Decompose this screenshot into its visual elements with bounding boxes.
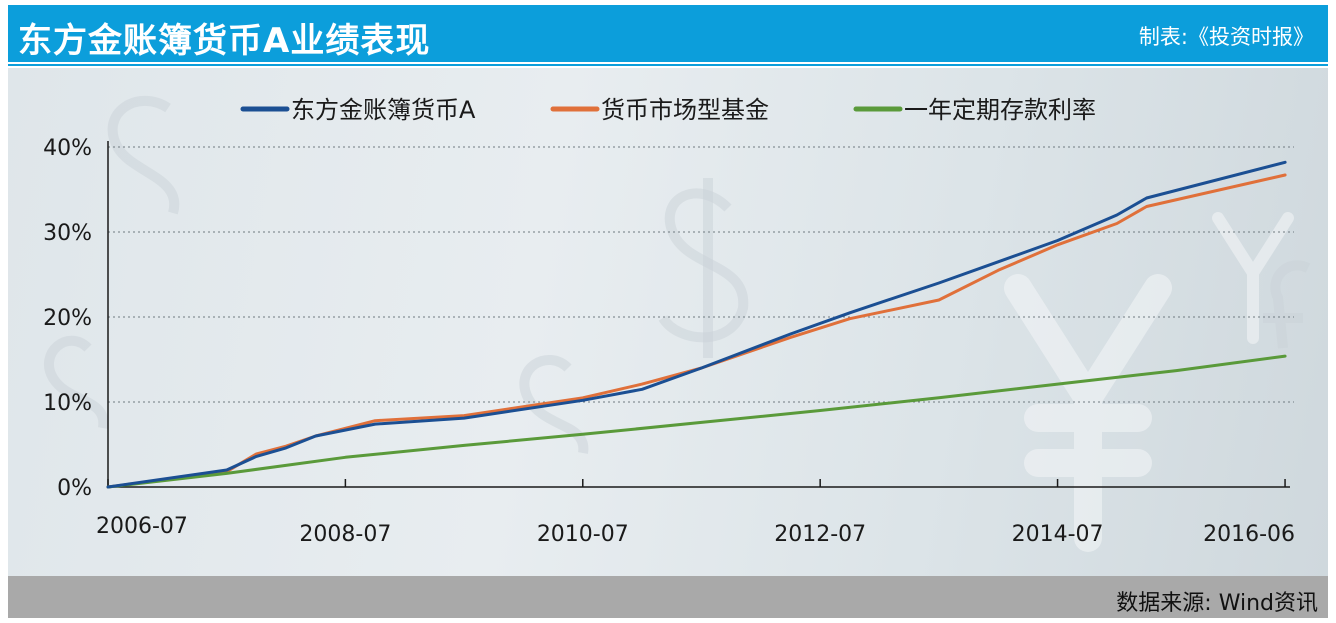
series-line-1 <box>106 160 1287 489</box>
data-source-label: 数据来源: Wind资讯 <box>1116 591 1318 616</box>
credit-label: 制表:《投资时报》 <box>1138 25 1314 49</box>
title-bar: 东方金账簿货币A业绩表现 制表:《投资时报》 <box>8 5 1328 62</box>
axes <box>107 141 1290 488</box>
legend-label: 一年定期存款利率 <box>904 96 1096 124</box>
gridlines <box>108 146 1294 403</box>
series-lines <box>106 160 1287 489</box>
legend: 东方金账簿货币A 货币市场型基金 一年定期存款利率 <box>240 96 1096 124</box>
x-tick-label: 2012-07 <box>774 522 866 547</box>
x-tick-label: 2010-07 <box>537 522 629 547</box>
y-tick-label: 40% <box>43 136 92 161</box>
x-tick-label: 2008-07 <box>299 522 391 547</box>
series-line-3 <box>106 354 1287 489</box>
y-tick-label: 10% <box>43 391 92 416</box>
chart-panel: 东方金账簿货币A 货币市场型基金 一年定期存款利率 0% 10% 20% 30% 40% 2… <box>8 68 1328 576</box>
y-tick-label: 0% <box>57 476 92 501</box>
title-divider <box>8 64 1328 66</box>
footer-bar: 数据来源: Wind资讯 <box>8 576 1328 618</box>
x-tick-label: 2014-07 <box>1012 522 1104 547</box>
series-line-2 <box>106 173 1287 489</box>
x-axis-ticks: 2006-07 2008-07 2010-07 2012-07 2014-07 2016-… <box>96 479 1295 547</box>
line-chart: 东方金账簿货币A 货币市场型基金 一年定期存款利率 0% 10% 20% 30% 40% 2… <box>43 96 1295 547</box>
legend-label: 货币市场型基金 <box>601 96 769 124</box>
y-tick-label: 30% <box>43 221 92 246</box>
y-tick-label: 20% <box>43 306 92 331</box>
x-tick-label: 2016-06 <box>1203 522 1295 547</box>
x-tick-label: 2006-07 <box>96 514 188 539</box>
y-axis-ticks: 0% 10% 20% 30% 40% <box>43 136 92 501</box>
legend-label: 东方金账簿货币A <box>291 96 476 124</box>
chart-title: 东方金账簿货币A业绩表现 <box>18 21 431 61</box>
